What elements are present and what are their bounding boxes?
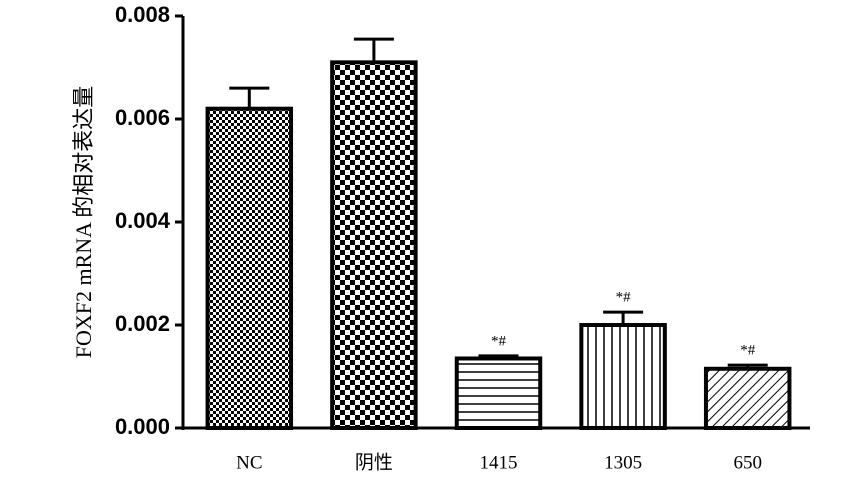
bar <box>205 106 294 430</box>
y-axis-label: FOXF2 mRNA 的相对表达量 <box>71 86 96 359</box>
value-annotation: *# <box>491 333 507 349</box>
bar <box>454 356 543 431</box>
x-tick-label: 阴性 <box>355 451 393 473</box>
bar <box>330 60 418 430</box>
y-tick-label: 0.008 <box>115 2 170 27</box>
y-tick-label: 0.002 <box>115 311 170 336</box>
value-annotation: *# <box>740 343 756 359</box>
y-tick-label: 0.004 <box>115 208 171 233</box>
value-annotation: *# <box>616 290 632 306</box>
x-tick-label: NC <box>236 452 262 473</box>
y-tick-label: 0.000 <box>115 414 170 439</box>
x-tick-label: 650 <box>733 452 762 473</box>
bar <box>579 323 667 430</box>
x-tick-label: 1305 <box>604 452 642 473</box>
bar <box>703 366 792 430</box>
x-tick-label: 1415 <box>480 452 518 473</box>
y-tick-label: 0.006 <box>115 105 170 130</box>
